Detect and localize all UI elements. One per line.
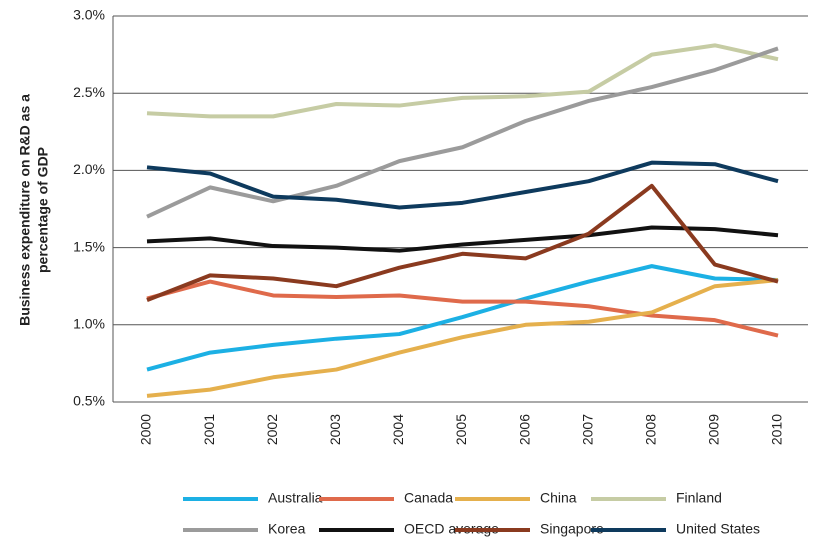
x-tick-label: 2008	[643, 414, 659, 445]
x-tick-label: 2009	[706, 414, 722, 445]
x-tick-label: 2004	[390, 414, 406, 445]
y-axis-title: Business expenditure on R&D as a	[17, 94, 33, 326]
x-tick-label: 2010	[769, 414, 785, 445]
x-tick-label: 2007	[579, 414, 595, 445]
y-tick-label: 1.5%	[73, 238, 105, 254]
y-tick-label: 0.5%	[73, 393, 105, 409]
series-line	[146, 183, 779, 302]
series-line	[146, 225, 779, 253]
x-tick-label: 2000	[138, 414, 154, 445]
series-line	[146, 46, 779, 219]
legend-label: China	[540, 490, 577, 506]
legend-label: OECD average	[404, 521, 499, 537]
x-tick-label: 2002	[264, 414, 280, 445]
x-tick-label: 2001	[201, 414, 217, 445]
series-line	[146, 278, 779, 398]
legend-label: Australia	[268, 490, 323, 506]
legend-label: Korea	[268, 521, 306, 537]
y-tick-label: 2.0%	[73, 161, 105, 177]
y-tick-label: 1.0%	[73, 316, 105, 332]
legend-label: United States	[676, 521, 760, 537]
y-tick-label: 3.0%	[73, 7, 105, 23]
x-tick-label: 2006	[516, 414, 532, 445]
y-tick-label: 2.5%	[73, 84, 105, 100]
y-axis-title: percentage of GDP	[35, 147, 51, 273]
legend-label: Canada	[404, 490, 453, 506]
series-line	[146, 264, 779, 372]
x-tick-label: 2005	[453, 414, 469, 445]
legend-label: Singapore	[540, 521, 604, 537]
legend-label: Finland	[676, 490, 722, 506]
series-line	[146, 279, 779, 338]
x-tick-label: 2003	[327, 414, 343, 445]
series-line	[146, 43, 779, 119]
series-line	[146, 160, 779, 210]
